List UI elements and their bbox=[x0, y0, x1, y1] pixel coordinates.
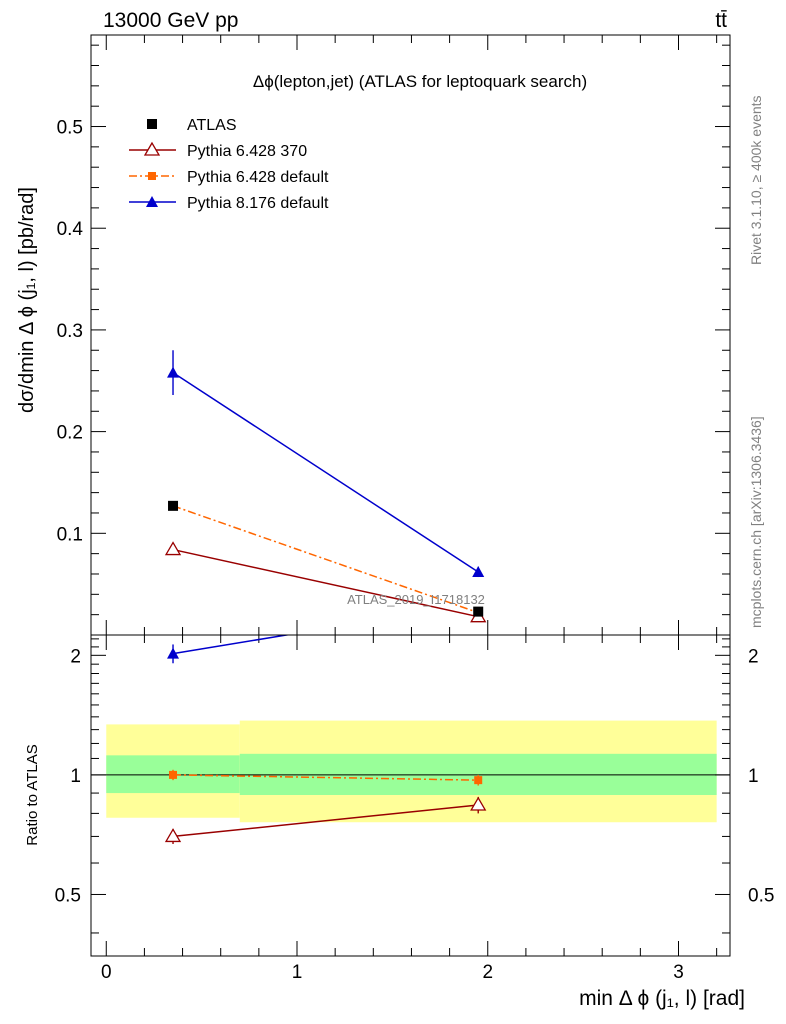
ratio-series-line bbox=[172, 804, 479, 838]
x-tick-label: 3 bbox=[673, 962, 684, 983]
legend-marker bbox=[148, 172, 156, 180]
x-tick-label: 2 bbox=[482, 962, 493, 983]
ratio-y-tick-label-right: 0.5 bbox=[748, 885, 774, 906]
legend-marker bbox=[143, 141, 161, 156]
legend-item-pythia-6-428-default: Pythia 6.428 default bbox=[129, 169, 329, 186]
ratio-series-pythia-6-428-370 bbox=[164, 796, 487, 844]
mcplots-label: mcplots.cern.ch [arXiv:1306.3436] bbox=[748, 416, 764, 628]
ratio-data-point bbox=[474, 776, 483, 785]
series-line bbox=[172, 548, 479, 618]
legend-label: Pythia 6.428 default bbox=[187, 169, 329, 186]
ratio-y-tick-label-right: 2 bbox=[748, 646, 759, 667]
main-y-tick-label: 0.4 bbox=[57, 219, 84, 240]
x-tick-label: 1 bbox=[292, 962, 303, 983]
ratio-series-pythia-8-176-default bbox=[167, 635, 292, 664]
ratio-uncertainty-bands bbox=[91, 720, 730, 823]
series-pythia-8-176-default bbox=[167, 350, 485, 578]
ratio-series-group bbox=[164, 635, 487, 844]
legend-item-pythia-6-428-370: Pythia 6.428 370 bbox=[129, 141, 307, 160]
ratio-axis-ticks: 0.5 0.5 1 1 2 2 0 1 2 3 bbox=[55, 635, 774, 983]
ratio-y-tick-label-left: 2 bbox=[70, 646, 81, 667]
data-point bbox=[473, 606, 484, 617]
ratio-data-point bbox=[470, 796, 487, 811]
x-axis-label: min Δ ϕ (j₁, l) [rad] bbox=[579, 987, 745, 1010]
main-y-tick-label: 0.3 bbox=[57, 321, 83, 342]
main-axis-ticks: 0.1 0.2 0.3 0.4 0.5 bbox=[57, 35, 730, 635]
data-point bbox=[164, 541, 182, 556]
legend-label: Pythia 8.176 default bbox=[187, 195, 329, 212]
main-plot-title: Δϕ(lepton,jet) (ATLAS for leptoquark sea… bbox=[253, 72, 587, 91]
main-y-tick-label: 0.1 bbox=[57, 524, 83, 545]
ratio-y-tick-label-right: 1 bbox=[748, 766, 759, 787]
ratio-series-line bbox=[172, 635, 292, 655]
series-line bbox=[172, 371, 479, 573]
legend-item-pythia-8-176-default: Pythia 8.176 default bbox=[129, 195, 329, 212]
legend-label: Pythia 6.428 370 bbox=[187, 143, 307, 160]
legend-label: ATLAS bbox=[187, 117, 237, 134]
data-point bbox=[168, 500, 179, 511]
series-line bbox=[172, 505, 479, 614]
ratio-y-tick-label-left: 1 bbox=[70, 766, 81, 787]
main-panel: Δϕ(lepton,jet) (ATLAS for leptoquark sea… bbox=[16, 35, 730, 635]
ratio-y-tick-label-left: 0.5 bbox=[55, 885, 81, 906]
rivet-version-label: Rivet 3.1.10, ≥ 400k events bbox=[748, 95, 764, 265]
ratio-panel: 0.5 0.5 1 1 2 2 0 1 2 3 Ratio to ATLAS min Δ ϕ (j… bbox=[24, 635, 774, 1010]
process-label: tt̄ bbox=[715, 9, 727, 32]
ratio-plot-frame bbox=[90, 634, 731, 957]
main-y-axis-label: dσ/dmin Δ ϕ (j₁, l) [pb/rad] bbox=[16, 187, 38, 413]
main-y-tick-label: 0.5 bbox=[57, 118, 83, 139]
ratio-y-axis-label: Ratio to ATLAS bbox=[24, 744, 41, 845]
x-tick-label: 0 bbox=[101, 962, 112, 983]
main-y-tick-label: 0.2 bbox=[57, 423, 83, 444]
ratio-data-point bbox=[169, 770, 178, 779]
ratio-data-point bbox=[167, 647, 180, 659]
analysis-watermark: ATLAS_2019_I1718132 bbox=[347, 592, 485, 607]
ratio-series-line bbox=[173, 774, 479, 781]
legend-marker bbox=[146, 196, 158, 207]
series-atlas bbox=[168, 500, 484, 617]
legend: ATLAS Pythia 6.428 370 Pythia 6.428 defaul… bbox=[129, 117, 329, 212]
legend-item-atlas: ATLAS bbox=[147, 117, 237, 134]
legend-marker bbox=[147, 119, 157, 129]
ratio-data-point bbox=[164, 828, 182, 843]
energy-label: 13000 GeV pp bbox=[103, 9, 238, 32]
ratio-series-pythia-6-428-default bbox=[169, 769, 483, 786]
main-series-group bbox=[164, 350, 487, 623]
data-point bbox=[167, 366, 180, 378]
series-pythia-6-428-370 bbox=[164, 541, 487, 623]
data-point bbox=[472, 565, 485, 577]
